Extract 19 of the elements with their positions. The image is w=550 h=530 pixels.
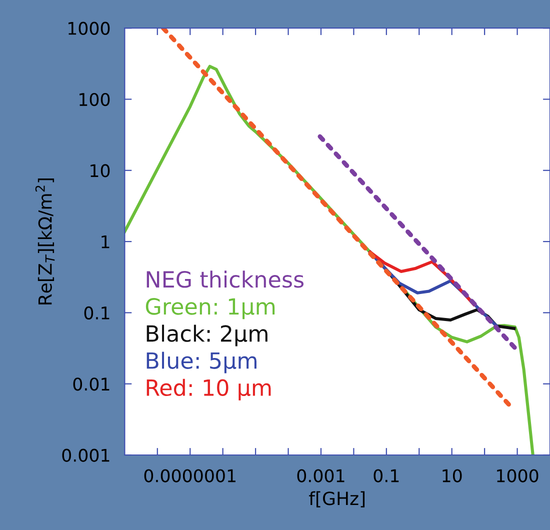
y-tick-label: 1000 — [68, 22, 110, 35]
text: Red: 10 μm — [146, 378, 271, 400]
y-tick-label: 0.1 — [84, 306, 110, 320]
y-tick-label: 10 — [90, 164, 110, 178]
x-tick-label: 0.0000001 — [144, 469, 236, 482]
x-tick-label: 0.1 — [374, 469, 399, 482]
y-tick-label: 100 — [80, 92, 110, 106]
y-tick-label: 1 — [102, 235, 110, 248]
y-axis-title: Re[Z$_{T}$][kΩ/m$^{2}$] — [35, 178, 55, 304]
text: Black: 2μm — [146, 324, 268, 346]
x-tick-label: 1000 — [497, 469, 538, 482]
x-tick-label: 10 — [442, 469, 462, 482]
text: Green: 1μm — [146, 298, 275, 320]
text: Blue: 5μm — [146, 352, 256, 374]
x-axis-title: f[GHz] — [309, 491, 365, 508]
y-tick-label: 0.001 — [62, 448, 110, 462]
legend-title: NEG thickness — [146, 270, 304, 288]
y-tick-label: 0.01 — [73, 378, 110, 391]
x-tick-label: 0.001 — [297, 469, 344, 482]
